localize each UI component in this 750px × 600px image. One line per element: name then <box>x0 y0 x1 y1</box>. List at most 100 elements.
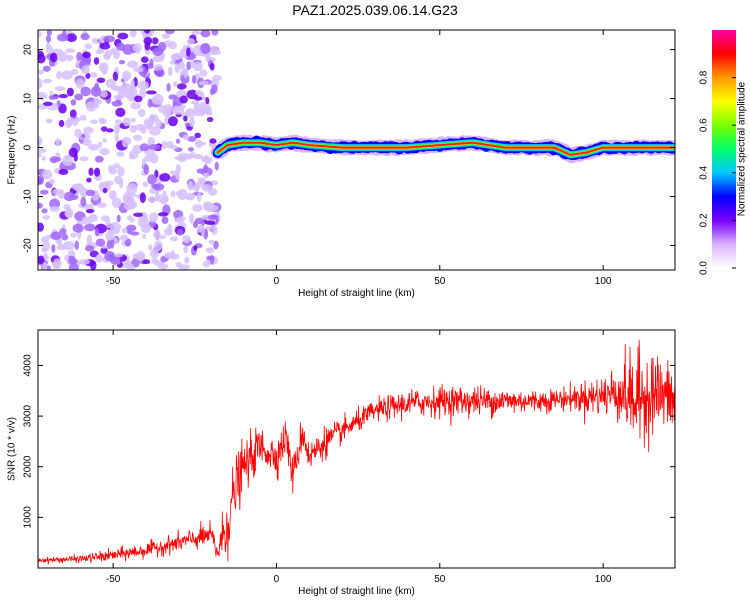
noise-blob <box>143 155 155 162</box>
noise-blob <box>207 214 219 220</box>
signal-band-layer <box>216 141 675 156</box>
x-tick-label: 100 <box>595 276 612 287</box>
noise-blob <box>196 191 202 203</box>
noise-blob <box>112 71 119 82</box>
noise-blob <box>80 133 86 139</box>
noise-blob <box>116 214 121 223</box>
noise-blob <box>54 86 66 91</box>
y-tick-label: 3000 <box>23 405 34 428</box>
noise-blob <box>108 190 117 200</box>
noise-blob <box>172 105 185 115</box>
noise-blob <box>42 262 48 270</box>
noise-blob <box>162 108 172 117</box>
noise-blob <box>168 41 177 50</box>
noise-blob <box>70 232 77 238</box>
noise-blob <box>190 100 200 105</box>
noise-blob <box>126 192 137 198</box>
noise-blob <box>205 225 213 231</box>
noise-blob <box>68 147 78 158</box>
noise-blob <box>38 31 42 38</box>
noise-blob <box>38 53 46 64</box>
noise-blob <box>203 164 209 173</box>
noise-blob <box>151 37 159 45</box>
noise-blob <box>42 215 51 220</box>
noise-blob <box>41 155 46 161</box>
noise-blob <box>64 118 73 128</box>
noise-blob <box>175 261 182 268</box>
noise-blob <box>93 57 100 65</box>
noise-blob <box>71 183 84 190</box>
noise-blob <box>62 155 74 167</box>
noise-blob <box>197 177 206 183</box>
noise-blob <box>40 189 49 195</box>
snr-series-line <box>38 340 675 565</box>
noise-blob <box>193 221 199 229</box>
noise-blob <box>137 108 146 118</box>
colorbar-tick-label: 0.8 <box>699 70 710 84</box>
noise-blob <box>58 168 69 175</box>
noise-blob <box>151 183 161 189</box>
noise-blob <box>89 260 97 270</box>
x-tick-label: 50 <box>434 574 446 585</box>
noise-blob <box>53 157 62 162</box>
noise-blob <box>48 178 55 185</box>
noise-blob <box>111 197 122 208</box>
noise-blob <box>96 77 106 83</box>
noise-blob <box>95 49 105 55</box>
noise-blob <box>134 95 143 103</box>
noise-blob <box>137 216 150 228</box>
y-axis-label: Frequency (Hz) <box>7 116 18 185</box>
noise-blob <box>90 86 102 97</box>
noise-blob <box>41 247 48 253</box>
noise-blob <box>80 33 90 41</box>
noise-blob <box>42 78 52 84</box>
noise-blob <box>117 87 128 98</box>
noise-blob <box>187 147 194 152</box>
noise-blob <box>38 152 43 158</box>
noise-blob <box>56 244 68 251</box>
noise-blob <box>183 115 188 122</box>
noise-blob <box>80 86 91 97</box>
noise-blob <box>95 254 103 263</box>
noise-blob <box>48 95 59 100</box>
noise-blob <box>126 224 137 232</box>
noise-blob <box>115 107 126 118</box>
noise-blob <box>61 233 69 241</box>
noise-blob <box>198 107 207 115</box>
y-tick-label: 20 <box>23 44 34 56</box>
noise-blob <box>206 106 212 115</box>
noise-blob <box>137 80 149 90</box>
noise-blob <box>46 234 51 239</box>
noise-blob <box>192 204 203 212</box>
noise-blob <box>84 43 92 50</box>
noise-blob <box>193 245 198 251</box>
y-tick-label: -10 <box>23 189 34 204</box>
noise-blob <box>45 118 53 124</box>
noise-blob <box>104 250 116 262</box>
noise-blob <box>58 93 69 99</box>
noise-blob <box>101 64 108 76</box>
noise-blob <box>70 99 77 106</box>
noise-blob <box>178 61 185 70</box>
noise-blob <box>68 258 78 265</box>
noise-blob <box>52 188 62 196</box>
noise-blob <box>147 174 157 185</box>
noise-blob <box>139 143 150 152</box>
colorbar-tick-label: 0.2 <box>699 213 710 227</box>
noise-blob <box>90 119 98 125</box>
y-tick-label: 10 <box>23 93 34 105</box>
colorbar <box>712 30 736 268</box>
noise-blob <box>103 35 115 43</box>
noise-blob <box>64 210 72 218</box>
noise-blob <box>79 156 89 162</box>
noise-blob <box>204 220 216 225</box>
noise-blob <box>99 42 111 50</box>
colorbar-tick-label: 0.6 <box>699 118 710 132</box>
noise-blob <box>169 60 176 65</box>
noise-blob <box>206 204 219 212</box>
noise-blob <box>56 71 63 80</box>
noise-blob <box>191 30 201 36</box>
noise-blob <box>161 141 168 150</box>
noise-blob <box>75 78 85 89</box>
